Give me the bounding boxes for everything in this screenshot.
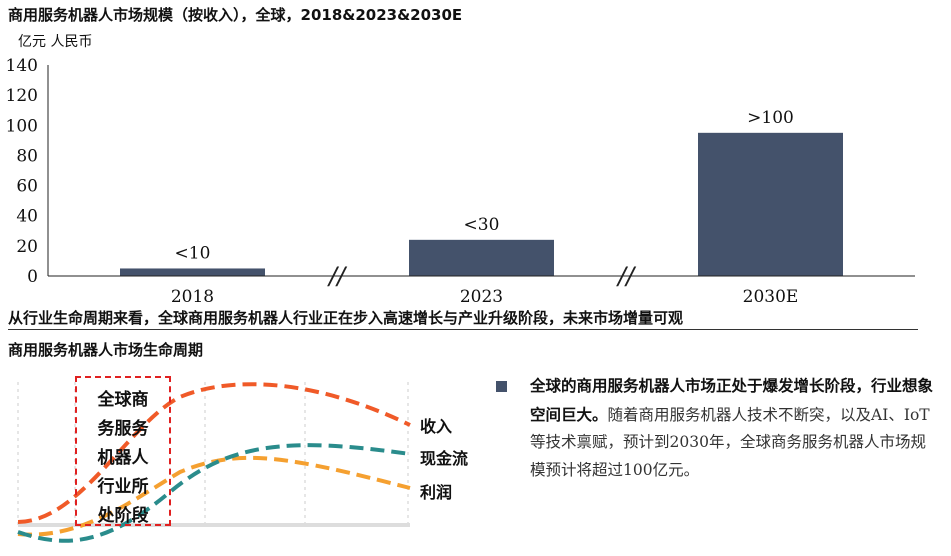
axis-break-mark: // bbox=[327, 262, 348, 290]
revenue-label: 收入 bbox=[420, 417, 453, 436]
profit-label: 利润 bbox=[420, 483, 453, 502]
x-tick-label: 2030E bbox=[743, 287, 799, 307]
bar bbox=[120, 268, 265, 276]
current-stage-box bbox=[75, 376, 171, 526]
bullet-square-icon bbox=[496, 381, 507, 392]
y-tick-label: 0 bbox=[27, 267, 38, 287]
data-label: <10 bbox=[175, 243, 211, 263]
data-label: >100 bbox=[747, 108, 794, 128]
bar-chart: 0 20 40 60 80 100 120 140 <10 <30 >100 2018 // 2023… bbox=[6, 56, 915, 307]
data-label: <30 bbox=[464, 215, 500, 235]
y-tick-label: 60 bbox=[16, 177, 38, 197]
divider-line bbox=[8, 329, 918, 330]
y-axis: 0 20 40 60 80 100 120 140 bbox=[6, 56, 49, 287]
bars: <10 <30 >100 bbox=[120, 108, 843, 276]
y-tick-label: 120 bbox=[6, 86, 38, 106]
stage-line: 处阶段 bbox=[97, 506, 149, 526]
description-bold: 全球的商用服务机器人市场正处于爆发增长阶段，行业想象空间巨大。 bbox=[530, 376, 934, 424]
stage-line: 机器人 bbox=[97, 448, 149, 468]
profit-curve bbox=[17, 455, 411, 537]
section-heading: 从行业生命周期来看，全球商用服务机器人行业正在步入高速增长与产业升级阶段，未来市… bbox=[8, 309, 684, 327]
y-tick-label: 140 bbox=[6, 56, 38, 76]
lifecycle-title: 商用服务机器人市场生命周期 bbox=[8, 341, 204, 359]
bar bbox=[409, 239, 554, 276]
x-axis: 2018 // 2023 // 2030E bbox=[48, 262, 915, 307]
current-stage-text: 全球商 务服务 机器人 行业所 处阶段 bbox=[80, 386, 166, 531]
description-normal: 随着商用服务机器人技术不断突，以及AI、IoT等技术禀赋，预计到2030年，全球… bbox=[530, 405, 930, 479]
unit-label: 亿元 人民币 bbox=[18, 34, 93, 50]
chart-title: 商用服务机器人市场规模（按收入），全球，2018&2023&2030E bbox=[8, 6, 463, 24]
x-tick-label: 2023 bbox=[460, 287, 503, 307]
x-tick-label: 2018 bbox=[171, 287, 214, 307]
stage-line: 务服务 bbox=[97, 419, 149, 439]
stage-line: 行业所 bbox=[97, 477, 149, 497]
lifecycle-diagram bbox=[17, 382, 411, 543]
stage-line: 全球商 bbox=[97, 390, 149, 410]
y-tick-label: 40 bbox=[16, 207, 38, 227]
y-tick-label: 80 bbox=[16, 146, 38, 166]
y-tick-label: 20 bbox=[16, 237, 38, 257]
y-tick-label: 100 bbox=[6, 116, 38, 136]
description-text: 全球的商用服务机器人市场正处于爆发增长阶段，行业想象空间巨大。随着商用服务机器人… bbox=[530, 372, 940, 484]
axis-break-mark: // bbox=[616, 262, 637, 290]
cash-flow-label: 现金流 bbox=[420, 449, 469, 468]
revenue-curve bbox=[17, 382, 411, 524]
bar bbox=[698, 132, 843, 276]
cash-flow-curve bbox=[17, 443, 411, 543]
